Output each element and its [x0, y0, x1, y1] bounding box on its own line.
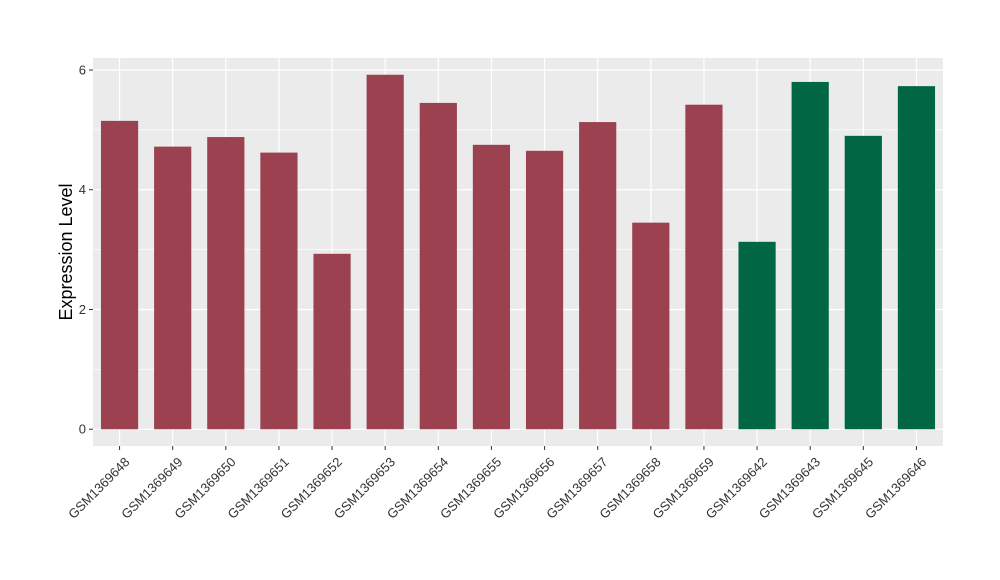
x-axis: GSM1369648GSM1369649GSM1369650GSM1369651… [65, 446, 929, 522]
bar-GSM1369646 [897, 86, 936, 430]
bar-GSM1369650 [207, 137, 245, 430]
bar-GSM1369654 [419, 102, 457, 430]
bar-GSM1369656 [525, 150, 564, 430]
bar-GSM1369649 [154, 146, 192, 430]
y-axis: 0 2 4 6 [79, 62, 93, 437]
y-tick-label: 4 [79, 182, 86, 197]
bars [100, 74, 936, 430]
bar-GSM1369645 [844, 135, 882, 430]
bar-GSM1369652 [313, 253, 351, 430]
bar-GSM1369651 [260, 152, 298, 430]
bar-GSM1369653 [366, 74, 404, 430]
y-tick-label: 2 [79, 302, 86, 317]
y-tick-label: 0 [79, 422, 86, 437]
bar-GSM1369648 [100, 120, 139, 430]
bar-GSM1369658 [632, 222, 670, 430]
bar-GSM1369655 [472, 144, 511, 430]
bar-GSM1369659 [685, 104, 723, 430]
bar-GSM1369643 [791, 81, 829, 430]
y-tick-label: 6 [79, 62, 86, 77]
bar-GSM1369642 [738, 241, 776, 430]
bar-GSM1369657 [579, 122, 617, 430]
y-axis-title: Expression Level [56, 183, 76, 320]
